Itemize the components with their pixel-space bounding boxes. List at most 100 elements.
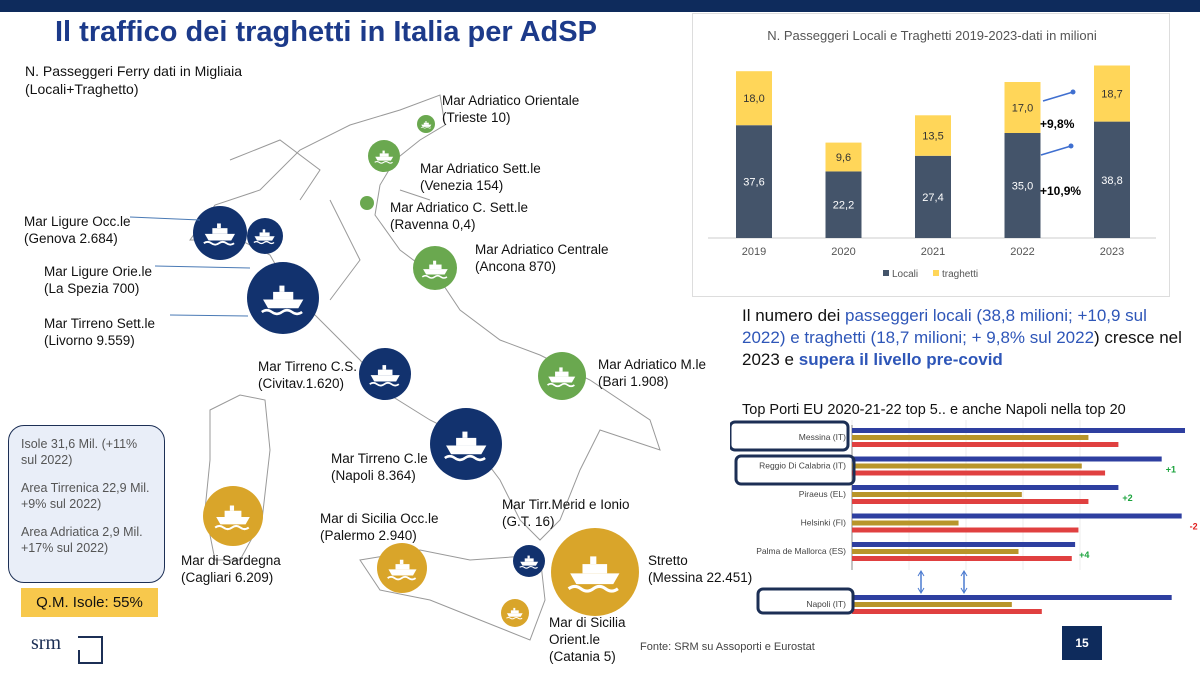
- port-marker-ancona[interactable]: [413, 246, 457, 290]
- category-label: Reggio Di Calabria (IT): [759, 461, 846, 471]
- port-marker-catania[interactable]: [501, 599, 529, 627]
- chart-title: N. Passeggeri Locali e Traghetti 2019-20…: [767, 28, 1097, 43]
- arrow-icon: [1040, 145, 1072, 156]
- bar-traghetti-2019: [736, 71, 772, 126]
- data-label: 18,0: [743, 93, 764, 105]
- summary-box: Isole 31,6 Mil. (+11% sul 2022) Area Tirr…: [8, 425, 165, 583]
- annotation-locali: +10,9%: [1040, 184, 1081, 198]
- stacked-bar-chart: N. Passeggeri Locali e Traghetti 2019-20…: [692, 13, 1170, 297]
- category-label: Napoli (IT): [806, 599, 846, 609]
- data-label: 27,4: [922, 192, 943, 204]
- port-label-palermo: Mar di Sicilia Occ.le (Palermo 2.940): [320, 511, 439, 543]
- highlight-box: [756, 587, 855, 615]
- market-share-badge: Q.M. Isole: 55%: [21, 588, 158, 617]
- bar-locali-2023: [1094, 121, 1130, 238]
- horizontal-bar-chart: Messina (IT) Reggio Di Calabria (IT) +1 Pir…: [730, 420, 1198, 615]
- port-label-livorno: Mar Tirreno Sett.le (Livorno 9.559): [44, 316, 156, 348]
- bar-2020: [852, 556, 1072, 561]
- port-marker-cagliari[interactable]: [203, 486, 263, 546]
- port-marker-genova[interactable]: [193, 206, 247, 260]
- bar-2020: [852, 527, 1079, 533]
- bar-2022: [852, 428, 1185, 433]
- bar-2020: [852, 609, 1042, 614]
- data-label: 9,6: [836, 152, 851, 164]
- x-tick-label: 2020: [831, 246, 855, 258]
- port-marker-napoli[interactable]: [430, 408, 502, 480]
- page-number: 15: [1062, 626, 1102, 660]
- arrow-heads: [960, 570, 968, 594]
- port-marker-messina[interactable]: [551, 528, 639, 616]
- top-bar: [0, 0, 1200, 12]
- port-marker-bari[interactable]: [538, 352, 586, 400]
- port-label-civitavecchia: Mar Tirreno C.S. (Civitav.1.620): [258, 359, 358, 391]
- bar-2022: [852, 595, 1172, 600]
- port-marker-gioia-tauro[interactable]: [513, 545, 545, 577]
- bar-2020: [852, 470, 1106, 476]
- rank-change: -2: [1190, 522, 1198, 532]
- bar-2021: [852, 435, 1089, 440]
- bar-locali-2020: [825, 171, 862, 238]
- port-label-catania: Mar di Sicilia Orient.le (Catania 5): [549, 615, 626, 664]
- bar-2022: [852, 456, 1162, 462]
- category-label: Piraeus (EL): [799, 489, 846, 499]
- map-subtitle: N. Passeggeri Ferry dati in Migliaia (Loc…: [25, 63, 243, 97]
- annotation-traghetti: +9,8%: [1040, 117, 1075, 131]
- port-label-ravenna: Mar Adriatico C. Sett.le (Ravenna 0,4): [390, 200, 529, 232]
- bar-2022: [852, 513, 1182, 519]
- info-text: Il numero dei passeggeri locali (38,8 mi…: [742, 306, 1182, 369]
- bar-2021: [852, 602, 1012, 607]
- bar-traghetti-2023: [1094, 65, 1130, 122]
- legend-swatch: [883, 270, 889, 276]
- port-marker-ravenna[interactable]: [360, 196, 374, 210]
- port-label-venezia: Mar Adriatico Sett.le (Venezia 154): [420, 161, 541, 193]
- bar-2021: [852, 492, 1022, 497]
- summary-tirrenica: Area Tirrenica 22,9 Mil. +9% sul 2022): [21, 481, 150, 511]
- bar-traghetti-2022: [1004, 82, 1041, 133]
- port-label-genova: Mar Ligure Occ.le (Genova 2.684): [24, 214, 131, 246]
- port-marker-palermo[interactable]: [377, 543, 427, 593]
- category-label: Palma de Mallorca (ES): [756, 546, 846, 556]
- data-label: 37,6: [743, 177, 764, 189]
- arrow-icon: [1042, 91, 1074, 102]
- port-marker-trieste[interactable]: [417, 115, 435, 133]
- x-tick-label: 2019: [742, 246, 766, 258]
- legend-swatch: [933, 270, 939, 276]
- bar-locali-2019: [736, 125, 772, 238]
- source-note: Fonte: SRM su Assoporti e Eurostat: [640, 641, 815, 653]
- logo-mark: [78, 636, 103, 664]
- legend-label: Locali: [892, 269, 918, 280]
- port-marker-la-spezia[interactable]: [247, 218, 283, 254]
- data-label: 38,8: [1101, 175, 1122, 187]
- port-label-la-spezia: Mar Ligure Orie.le (La Spezia 700): [44, 264, 153, 296]
- bar-2022: [852, 542, 1076, 547]
- summary-isole: Isole 31,6 Mil. (+11% sul 2022): [21, 437, 138, 467]
- x-tick-label: 2021: [921, 246, 945, 258]
- rank-change: +2: [1122, 493, 1132, 503]
- port-label-trieste: Mar Adriatico Orientale (Trieste 10): [442, 93, 580, 125]
- bar-2021: [852, 463, 1082, 469]
- data-label: 17,0: [1012, 103, 1033, 115]
- bar-2022: [852, 485, 1119, 490]
- rank-change: +1: [1166, 465, 1176, 475]
- arrow-heads: [917, 570, 925, 594]
- port-label-napoli: Mar Tirreno C.le (Napoli 8.364): [331, 451, 428, 483]
- bar-locali-2022: [1004, 133, 1041, 238]
- bar-traghetti-2020: [825, 142, 862, 172]
- x-tick-label: 2022: [1010, 246, 1034, 258]
- category-label: Helsinki (FI): [801, 518, 847, 528]
- logo-mark-lower: [78, 650, 103, 664]
- rank-change: +4: [1079, 550, 1089, 560]
- port-marker-civitavecchia[interactable]: [359, 348, 411, 400]
- highlight-box: [730, 420, 850, 452]
- category-label: Messina (IT): [799, 432, 846, 442]
- port-marker-livorno[interactable]: [247, 262, 319, 334]
- arrow-head: [1070, 89, 1076, 95]
- port-marker-venezia[interactable]: [368, 140, 400, 172]
- port-label-messina: Stretto (Messina 22.451): [648, 553, 753, 585]
- legend-label: traghetti: [942, 269, 978, 280]
- bar-2020: [852, 442, 1119, 447]
- bar-2021: [852, 549, 1019, 554]
- data-label: 22,2: [833, 200, 854, 212]
- port-label-ancona: Mar Adriatico Centrale (Ancona 870): [475, 242, 609, 274]
- data-label: 35,0: [1012, 181, 1033, 193]
